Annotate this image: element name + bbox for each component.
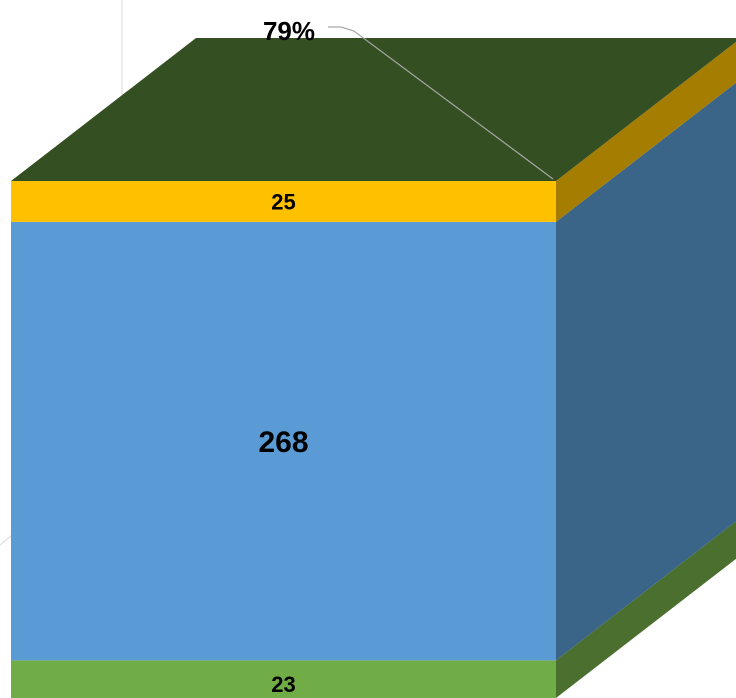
bar-segment bbox=[11, 181, 556, 222]
data-labels: 23 268 25 79% bbox=[258, 16, 554, 697]
bar-side-face bbox=[556, 521, 736, 698]
bar-side-face bbox=[556, 82, 736, 661]
data-label: 23 bbox=[271, 672, 295, 697]
annotation-label: 79% bbox=[263, 16, 315, 46]
data-label: 268 bbox=[258, 426, 308, 459]
data-label: 25 bbox=[271, 189, 295, 214]
column-top-face bbox=[11, 38, 736, 181]
bar-side-face bbox=[556, 41, 736, 222]
front-faces bbox=[11, 181, 556, 698]
bar-segment bbox=[11, 221, 556, 661]
annotation-leader-line bbox=[340, 26, 554, 180]
side-faces bbox=[556, 41, 736, 698]
bar-segment bbox=[11, 660, 556, 698]
